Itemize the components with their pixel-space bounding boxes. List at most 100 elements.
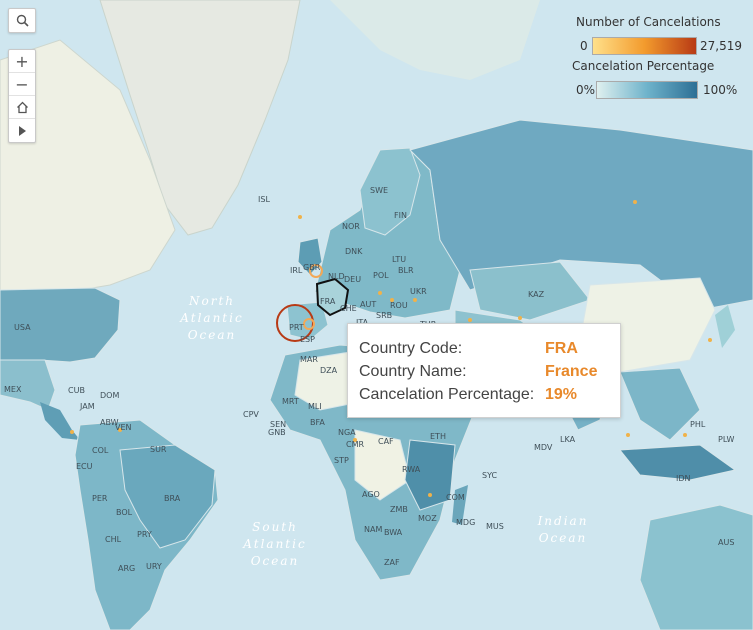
country-label-ecu: ECU <box>76 462 93 471</box>
country-label-bfa: BFA <box>310 418 325 427</box>
home-button[interactable] <box>9 96 35 119</box>
country-label-gbr: GBR <box>303 263 321 272</box>
country-label-moz: MOZ <box>418 514 437 523</box>
tooltip-code-value: FRA <box>545 340 578 357</box>
legend-pct-min: 0% <box>576 83 596 97</box>
country-label-idn: IDN <box>676 474 691 483</box>
country-label-deu: DEU <box>344 275 362 284</box>
country-label-swe: SWE <box>370 186 389 195</box>
pan-toggle-button[interactable] <box>9 119 35 142</box>
country-label-cub: CUB <box>68 386 85 395</box>
land-greenland <box>99 0 301 236</box>
country-label-mli: MLI <box>308 402 322 411</box>
country-label-phl: PHL <box>690 420 706 429</box>
legend-count-min: 0 <box>580 39 588 53</box>
ocean-label-south-atlantic: South Atlantic Ocean <box>243 520 307 568</box>
tooltip-name-value: France <box>545 363 598 380</box>
country-scandinavia <box>359 147 421 236</box>
legend-pct-max: 100% <box>703 83 738 97</box>
country-label-nga: NGA <box>338 428 356 437</box>
country-label-mrt: MRT <box>282 397 299 406</box>
country-label-blr: BLR <box>398 266 414 275</box>
country-label-nld: NLD <box>328 272 345 281</box>
country-label-mus: MUS <box>486 522 504 531</box>
cancel-marker-esp <box>303 318 315 330</box>
country-label-kaz: KAZ <box>528 290 545 299</box>
country-label-rwa: RWA <box>402 465 421 474</box>
country-label-srb: SRB <box>376 311 393 320</box>
country-iberia <box>286 301 329 341</box>
land-central-america <box>40 402 80 440</box>
country-label-ita: ITA <box>356 318 368 327</box>
map-search-control[interactable] <box>8 8 36 33</box>
ocean-label-north-atlantic: North Atlantic Ocean <box>180 294 244 342</box>
legend-pct-title: Cancelation Percentage <box>572 59 715 73</box>
land-central-africa <box>354 429 411 501</box>
country-label-fin: FIN <box>394 211 407 220</box>
land-arctic-islands <box>330 0 540 80</box>
country-label-bol: BOL <box>116 508 133 517</box>
country-label-syc: SYC <box>482 471 498 480</box>
country-label-cmr: CMR <box>346 440 365 449</box>
country-label-pry: PRY <box>137 530 152 539</box>
country-label-pol: POL <box>373 271 389 280</box>
country-label-bwa: BWA <box>384 528 403 537</box>
country-label-zmb: ZMB <box>390 505 408 514</box>
home-icon <box>16 101 28 113</box>
country-label-caf: CAF <box>378 437 394 446</box>
country-label-ukr: UKR <box>410 287 427 296</box>
country-label-arg: ARG <box>118 564 136 573</box>
country-label-cpv: CPV <box>243 410 259 419</box>
country-label-nor: NOR <box>342 222 360 231</box>
country-label-jam: JAM <box>80 402 95 411</box>
land-japan <box>715 305 735 348</box>
land-australia <box>639 504 753 630</box>
country-france <box>315 277 350 317</box>
cancel-marker-gbr <box>309 264 323 278</box>
legend-count-title: Number of Cancelations <box>576 15 721 29</box>
country-label-aus: AUS <box>718 538 735 547</box>
country-label-ltu: LTU <box>392 255 407 264</box>
country-label-ago: AGO <box>362 490 380 499</box>
country-label-chl: CHL <box>105 535 122 544</box>
country-label-dom: DOM <box>100 391 120 400</box>
country-tooltip: Country Code: FRA Country Name: France C… <box>347 323 621 418</box>
country-label-mdv: MDV <box>534 443 553 452</box>
country-label-ven: VEN <box>115 423 132 432</box>
legend-pct-gradient <box>596 81 698 99</box>
country-label-ury: URY <box>146 562 162 571</box>
country-label-isl: ISL <box>258 195 270 204</box>
tooltip-code-label: Country Code: <box>359 340 463 357</box>
country-label-lka: LKA <box>560 435 576 444</box>
land-east-africa <box>404 439 456 511</box>
country-label-prt: PRT <box>289 323 304 332</box>
land-indonesia <box>619 444 737 481</box>
country-label-dza: DZA <box>320 366 338 375</box>
zoom-out-button[interactable]: − <box>9 73 35 96</box>
search-button[interactable] <box>9 9 35 32</box>
ocean-label-indian: Indian Ocean <box>537 514 589 545</box>
country-brazil <box>119 444 216 549</box>
zoom-in-button[interactable]: + <box>9 50 35 73</box>
country-label-aut: AUT <box>360 300 377 309</box>
country-label-mar: MAR <box>300 355 318 364</box>
tooltip-name-label: Country Name: <box>359 363 467 380</box>
country-label-irl: IRL <box>290 266 303 275</box>
play-icon <box>19 125 26 136</box>
legend-count-gradient <box>592 37 697 55</box>
country-label-per: PER <box>92 494 108 503</box>
country-label-dnk: DNK <box>345 247 363 256</box>
country-label-eth: ETH <box>430 432 446 441</box>
country-label-com: COM <box>446 493 465 502</box>
country-label-che: CHE <box>340 304 357 313</box>
country-label-mdg: MDG <box>456 518 476 527</box>
map-zoom-controls[interactable]: + − <box>8 49 36 143</box>
legend-count-max: 27,519 <box>700 39 742 53</box>
country-label-mex: MEX <box>4 385 22 394</box>
search-icon <box>16 14 29 27</box>
country-label-esp: ESP <box>300 335 315 344</box>
country-kazakhstan <box>469 261 591 321</box>
country-label-abw: ABW <box>100 418 119 427</box>
country-label-gnb: GNB <box>268 428 286 437</box>
